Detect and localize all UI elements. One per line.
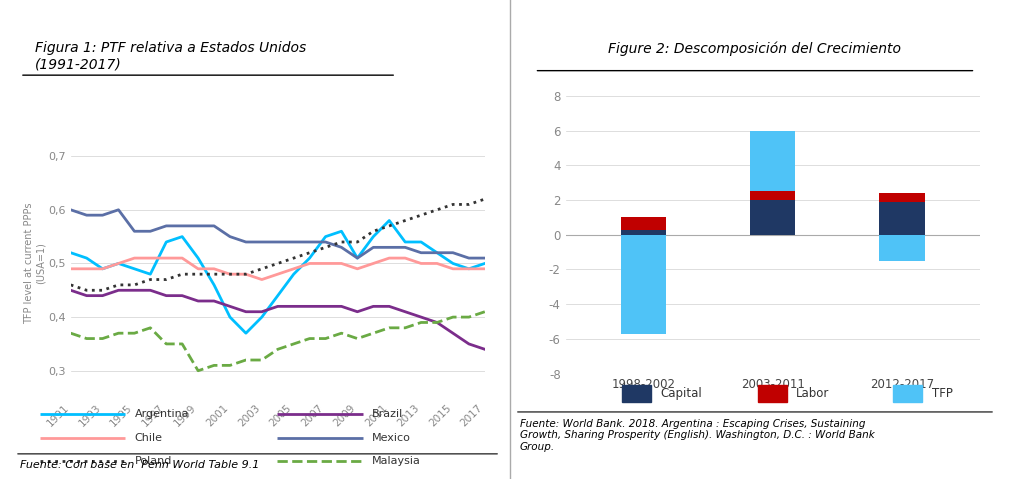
- Text: Labor: Labor: [796, 387, 829, 400]
- Bar: [622, 385, 650, 402]
- Bar: [750, 191, 795, 200]
- Text: Fuente: Con base en  Penn World Table 9.1: Fuente: Con base en Penn World Table 9.1: [20, 460, 260, 470]
- Text: Argentina: Argentina: [134, 410, 189, 419]
- Text: TFP: TFP: [932, 387, 952, 400]
- Bar: [620, 235, 666, 334]
- Bar: [750, 200, 795, 235]
- Bar: [620, 229, 666, 235]
- Text: Brazil: Brazil: [372, 410, 403, 419]
- Text: Figure 2: Descomposición del Crecimiento: Figure 2: Descomposición del Crecimiento: [608, 41, 902, 56]
- Bar: [880, 202, 925, 235]
- Text: Capital: Capital: [661, 387, 702, 400]
- Bar: [880, 235, 925, 261]
- Y-axis label: TFP level at current PPPs
(USA=1): TFP level at current PPPs (USA=1): [24, 203, 45, 324]
- Bar: [880, 193, 925, 202]
- Bar: [758, 385, 787, 402]
- Text: Chile: Chile: [134, 433, 163, 443]
- Bar: [620, 217, 666, 229]
- Text: Malaysia: Malaysia: [372, 456, 421, 466]
- Text: Figura 1: PTF relativa a Estados Unidos
(1991-2017): Figura 1: PTF relativa a Estados Unidos …: [34, 41, 306, 71]
- Text: Poland: Poland: [134, 456, 172, 466]
- Text: Mexico: Mexico: [372, 433, 411, 443]
- Text: Fuente: World Bank. 2018. Argentina : Escaping Crises, Sustaining
Growth, Sharin: Fuente: World Bank. 2018. Argentina : Es…: [520, 419, 875, 452]
- Bar: [750, 131, 795, 191]
- Bar: [893, 385, 922, 402]
